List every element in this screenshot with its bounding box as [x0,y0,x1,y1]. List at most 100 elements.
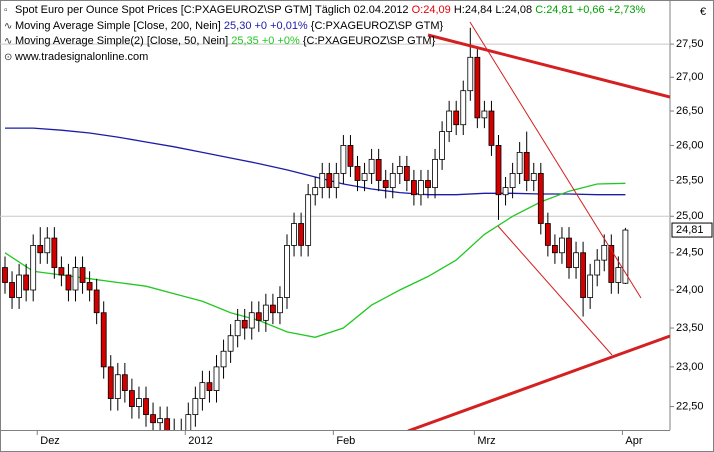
candle-body [389,173,396,188]
candle-body [157,418,164,424]
y-tick-label: 27,50 [676,38,704,50]
candle-body [425,180,431,188]
currency-label: € [700,6,706,18]
candle-body [86,282,93,291]
candle-body [269,304,276,314]
candle-body [199,382,206,399]
candle-body [622,229,629,284]
candle-body [319,173,326,188]
candle-body [530,173,537,181]
legend-entry: Moving Average Simple(2) [Close, 50, Nei… [15,35,229,47]
candle-body [121,374,128,391]
candle-body [559,237,565,254]
chart-title: Spot Euro per Ounce Spot Prices [C:PXAGE… [15,4,312,16]
candle-body [143,398,149,416]
x-tick-label: 2012 [188,435,212,447]
candle-body [333,173,340,188]
y-tick-label: 22,50 [676,400,704,412]
icon: ∿ [4,36,13,47]
candle-body [2,267,8,283]
legend-line: ∿ Moving Average Simple [Close, 200, Nein… [4,19,645,35]
moving-average-line [4,182,626,338]
icon: ∿ [4,20,13,32]
candle-body [255,312,262,321]
candle-body [312,187,319,196]
candle-body [594,259,601,276]
candle-body [192,398,199,416]
candle-body [107,366,114,399]
candle-body [347,145,354,167]
candle-body [552,245,558,254]
candle-body [291,223,297,246]
candle-body [16,274,23,298]
candle-body [537,173,544,224]
y-tick-label: 24,50 [676,247,704,259]
candle-body [410,180,417,196]
candle-body [509,173,516,188]
interval: Täglich [314,4,351,16]
candle-body [573,252,579,268]
candle-body [601,245,608,261]
candle-body [227,335,234,352]
legend-entry: Moving Average Simple [Close, 200, Nein] [15,19,221,32]
candle-body [79,267,86,283]
quote-value: H:24,84 L:24,08 [453,4,533,16]
candle-body [580,252,586,298]
candle-body [502,187,509,196]
candle-body [488,110,495,146]
trend-line [469,21,642,299]
candle-body [446,110,453,132]
candle-body [298,223,305,246]
candle-body [164,418,171,430]
candle-body [439,131,446,160]
candle-body [432,158,438,188]
source: www.tradesignalonline.com [15,50,149,63]
candle-body [220,350,227,368]
y-tick-label: 26,50 [676,105,704,117]
candle-body [453,110,460,126]
candle-body [284,245,290,298]
candle-body [305,194,312,246]
x-tick-label: Dez [40,435,60,447]
candle-body [23,274,30,291]
legend-line: ⊙ www.tradesignalonline.com [4,50,645,66]
legend-line: ∿ Moving Average Simple(2) [Close, 50, Ne… [4,34,645,50]
icon: ▫ [4,5,8,16]
candle-body [44,237,51,254]
candle-body [213,366,220,391]
candle-body [248,312,255,329]
candle-body [460,90,467,126]
y-tick-label: 23,00 [676,361,704,373]
indicator-legend: ∿ Moving Average Simple [Close, 200, Nein… [4,19,645,50]
x-tick-label: Mrz [477,435,495,447]
candle-body [150,414,156,424]
quote-value: O:24,09 [411,4,451,16]
last-price-box [671,222,713,238]
candle-body [354,165,361,181]
candle-body [375,158,382,181]
candle-body [467,56,474,92]
candle-body [51,237,58,268]
x-tick-label: Apr [625,435,642,447]
candle-body [340,145,347,174]
quote-value: C:24,81 +0,66 +2,73% [535,4,646,16]
legend-source: {C:PXAGEUROZ\SP GTM} [302,35,436,47]
candle-body [58,267,65,276]
candle-body [516,151,523,174]
candle-body [206,382,213,391]
legend-readout: 25,35 +0 +0% [231,35,300,47]
y-tick-label: 26,00 [676,139,704,151]
candle-body [30,245,37,291]
candle-body [65,274,72,291]
candle-body [418,180,424,196]
date: 02.04.2012 [353,4,409,16]
y-tick-label: 24,00 [676,284,704,296]
candle-body [326,173,333,188]
candle-body [523,151,530,181]
y-tick-label: 27,00 [676,71,704,83]
candle-body [241,319,248,329]
candle-body [136,398,142,407]
